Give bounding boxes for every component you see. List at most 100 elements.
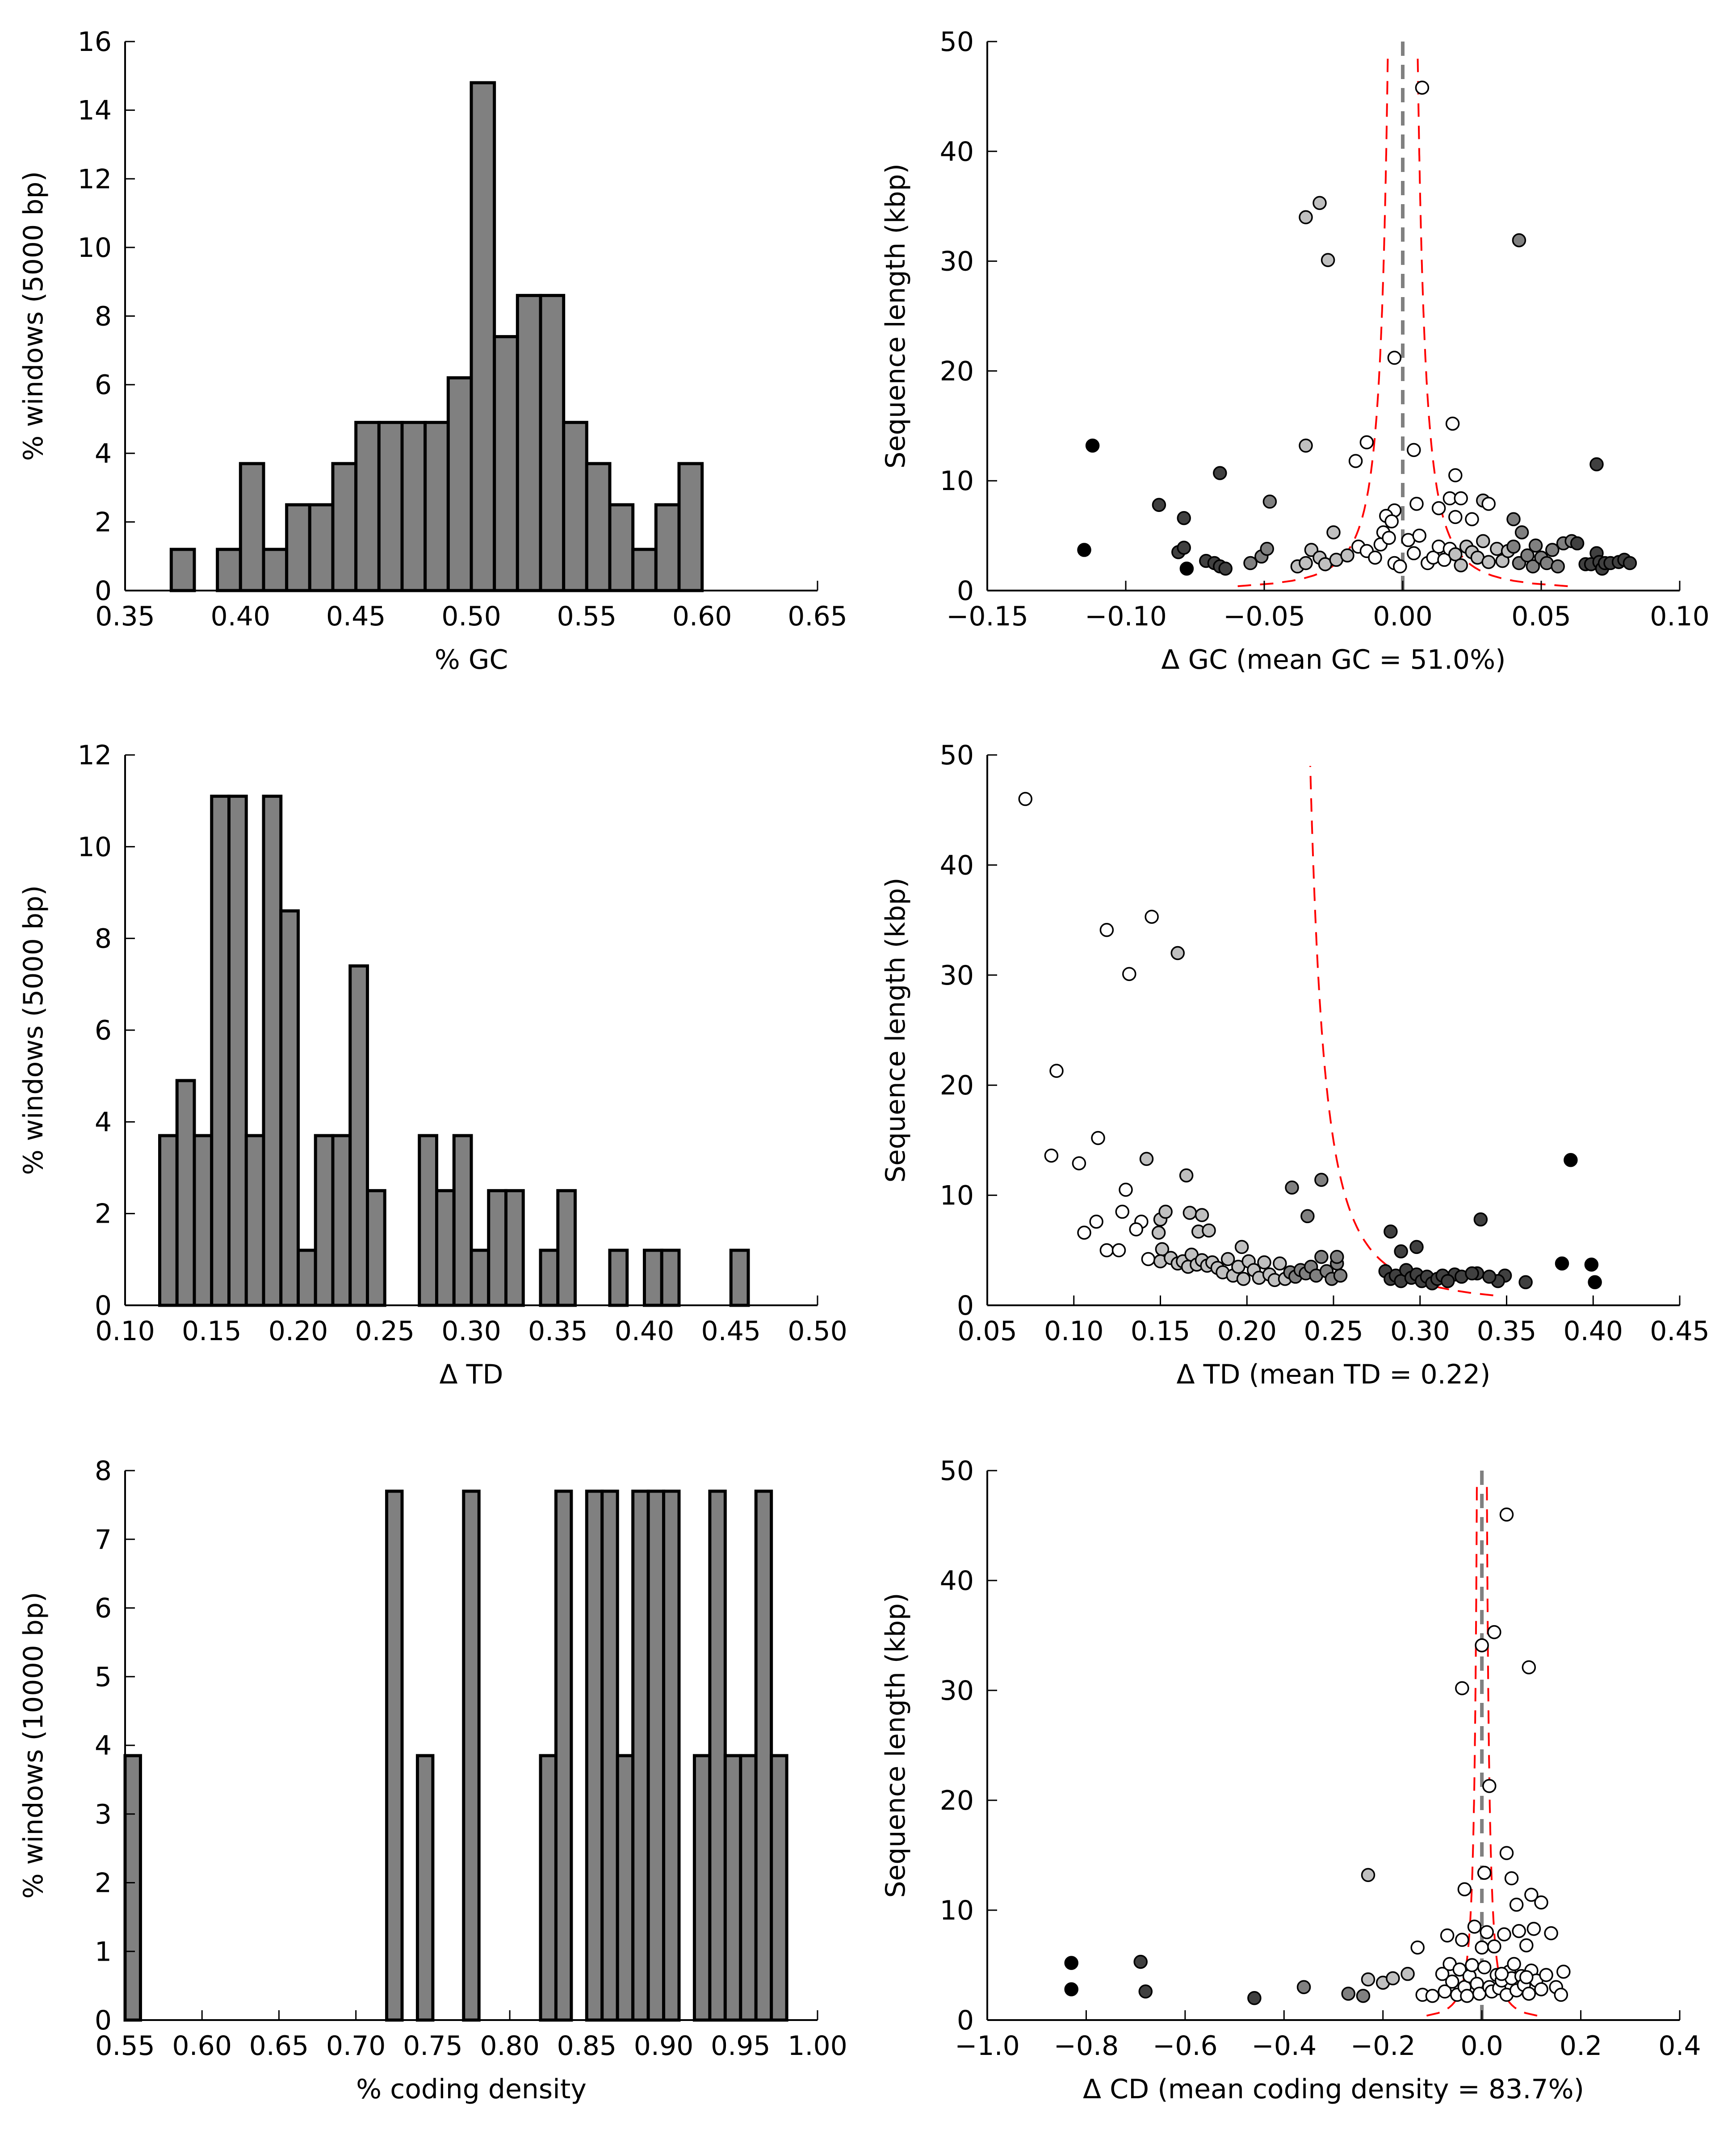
cd-histogram-x-tick-label-4: 0.75 xyxy=(403,2030,463,2062)
gc-scatter-point-7 xyxy=(1085,438,1100,453)
gc-scatter-point-33 xyxy=(1179,562,1194,576)
cd-histogram-x-tick-label-8: 0.95 xyxy=(711,2030,771,2062)
td-scatter-point-80 xyxy=(1333,1268,1348,1283)
cd-scatter-point-35 xyxy=(1452,1962,1467,1977)
gc-scatter-point-8 xyxy=(1299,438,1313,453)
gc-scatter-y-tick-label-3: 30 xyxy=(940,246,974,277)
gc-histogram-bar-6 xyxy=(308,503,335,592)
cd-histogram-x-label: % coding density xyxy=(356,2074,587,2105)
cd-scatter-point-44 xyxy=(1475,1940,1489,1955)
gc-scatter-point-4 xyxy=(1512,233,1526,247)
cd-scatter-point-73 xyxy=(1494,1966,1509,1981)
cd-scatter-point-4 xyxy=(1455,1681,1469,1695)
cd-histogram-bar-6 xyxy=(585,1489,604,2022)
td-scatter-ticks: 0.05 0.10 0.15 0.20 0.25 0.30 0.35 0.40 0.45 0 10 2… xyxy=(940,740,1710,1347)
gc-histogram-bar-17 xyxy=(562,421,588,592)
td-histogram-bar-23 xyxy=(556,1189,577,1307)
cd-scatter-y-tick-label-2: 20 xyxy=(940,1785,974,1816)
cd-scatter-x-tick-label-3: −0.4 xyxy=(1251,2030,1317,2062)
cd-scatter-point-20 xyxy=(1341,1987,1355,2001)
td-scatter-point-35 xyxy=(1394,1244,1408,1259)
td-histogram-bar-8 xyxy=(297,1249,317,1307)
cd-scatter-point-12 xyxy=(1534,1895,1548,1910)
gc-scatter-point-14 xyxy=(1448,468,1463,482)
td-histogram-bar-4 xyxy=(227,794,248,1307)
cd-scatter-x-tick-label-7: 0.4 xyxy=(1658,2030,1701,2062)
td-scatter-point-37 xyxy=(1584,1258,1599,1272)
gc-histogram-bar-8 xyxy=(354,421,381,592)
cd-scatter-point-72 xyxy=(1556,1965,1571,1979)
gc-scatter-point-71 xyxy=(1481,555,1496,569)
gc-scatter-point-97 xyxy=(1623,556,1637,570)
cd-histogram-bar-16 xyxy=(754,1489,773,2022)
td-scatter-point-4 xyxy=(1170,946,1185,960)
gc-histogram-bar-13 xyxy=(470,81,496,592)
gc-scatter-x-tick-label-4: 0.05 xyxy=(1511,601,1571,632)
td-histogram-bar-26 xyxy=(608,1249,629,1307)
td-histogram-bar-11 xyxy=(348,964,369,1307)
td-histogram-bar-33 xyxy=(729,1249,750,1307)
td-scatter-point-36 xyxy=(1555,1256,1569,1271)
cd-histogram-y-tick-label-8: 8 xyxy=(95,1455,112,1487)
td-scatter-point-17 xyxy=(1115,1204,1129,1219)
cd-histogram-y-label: % windows (10000 bp) xyxy=(18,1592,49,1899)
gc-scatter-point-84 xyxy=(1551,559,1565,574)
cd-scatter-point-40 xyxy=(1465,1958,1479,1972)
cd-scatter-point-14 xyxy=(1064,1956,1078,1970)
td-scatter-x-tick-label-8: 0.45 xyxy=(1650,1316,1710,1347)
gc-histogram-bar-0 xyxy=(169,548,196,592)
gc-histogram-y-tick-label-3: 6 xyxy=(95,369,112,401)
td-scatter-point-22 xyxy=(1300,1209,1315,1224)
td-scatter-point-28 xyxy=(1202,1223,1216,1238)
cd-scatter-y-tick-label-0: 0 xyxy=(957,2005,974,2036)
gc-histogram-y-tick-label-8: 16 xyxy=(78,26,112,58)
td-histogram-bar-12 xyxy=(366,1189,386,1307)
gc-scatter-point-56 xyxy=(1393,559,1407,574)
td-scatter-point-58 xyxy=(1220,1252,1235,1266)
td-histogram-x-tick-label-0: 0.10 xyxy=(95,1316,155,1347)
gc-scatter-point-65 xyxy=(1448,547,1463,562)
cd-scatter-point-33 xyxy=(1445,1975,1459,1989)
td-scatter-point-2 xyxy=(1145,910,1159,924)
td-histogram-y-tick-label-5: 10 xyxy=(78,831,112,863)
cd-scatter-y-label: Sequence length (kbp) xyxy=(880,1593,911,1898)
cd-histogram-y-tick-label-7: 7 xyxy=(95,1524,112,1555)
cd-scatter-y-tick-label-5: 50 xyxy=(940,1455,974,1487)
cd-histogram-x-tick-label-1: 0.60 xyxy=(172,2030,232,2062)
td-scatter-y-tick-label-1: 10 xyxy=(940,1180,974,1212)
td-scatter-point-12 xyxy=(1314,1173,1329,1187)
td-histogram-x-tick-label-7: 0.45 xyxy=(701,1316,761,1347)
cd-scatter-point-74 xyxy=(1519,1970,1534,1984)
gc-histogram-bar-20 xyxy=(631,548,658,592)
cd-scatter-x-tick-label-5: 0.0 xyxy=(1460,2030,1503,2062)
cd-histogram-bar-11 xyxy=(662,1489,681,2022)
td-scatter-point-20 xyxy=(1182,1206,1197,1220)
cd-scatter-point-28 xyxy=(1425,1989,1440,2003)
td-histogram-x-tick-label-5: 0.35 xyxy=(528,1316,588,1347)
cd-scatter-point-65 xyxy=(1526,1922,1541,1936)
td-histogram-bar-29 xyxy=(660,1249,681,1307)
gc-scatter-point-42 xyxy=(1299,556,1313,570)
gc-histogram-y-tick-label-0: 0 xyxy=(95,575,112,607)
cd-histogram-ticks: 0.55 0.60 0.65 0.70 0.75 0.80 0.85 0.90 0.95 1.00… xyxy=(95,1455,847,2062)
gc-scatter-x-label: Δ GC (mean GC = 51.0%) xyxy=(1161,644,1505,675)
td-scatter-x-tick-label-2: 0.15 xyxy=(1131,1316,1191,1347)
td-histogram-bar-22 xyxy=(539,1249,560,1307)
td-scatter-point-68 xyxy=(1273,1256,1287,1271)
gc-scatter-y-tick-label-0: 0 xyxy=(957,575,974,607)
gc-scatter-axes xyxy=(986,42,1680,591)
cd-scatter-point-29 xyxy=(1435,1966,1450,1981)
cd-scatter-x-tick-label-1: −0.8 xyxy=(1054,2030,1119,2062)
cd-scatter-point-17 xyxy=(1138,1984,1153,1999)
gc-scatter-point-3 xyxy=(1321,253,1335,267)
cd-scatter-point-41 xyxy=(1467,1920,1482,1934)
td-scatter-x-tick-label-4: 0.25 xyxy=(1304,1316,1363,1347)
cd-scatter-x-tick-label-2: −0.6 xyxy=(1153,2030,1218,2062)
gc-scatter-point-29 xyxy=(1506,512,1521,526)
gc-scatter-point-51 xyxy=(1368,550,1382,565)
td-scatter-point-38 xyxy=(1588,1275,1602,1290)
cd-scatter-ticks: −1.0 −0.8 −0.6 −0.4 −0.2 0.0 0.2 0.4 0 10 20 30 40 50 xyxy=(940,1455,1701,2062)
cd-histogram-bar-0 xyxy=(123,1754,142,2022)
td-histogram-y-tick-label-3: 6 xyxy=(95,1015,112,1046)
td-histogram-x-tick-label-2: 0.20 xyxy=(268,1316,328,1347)
